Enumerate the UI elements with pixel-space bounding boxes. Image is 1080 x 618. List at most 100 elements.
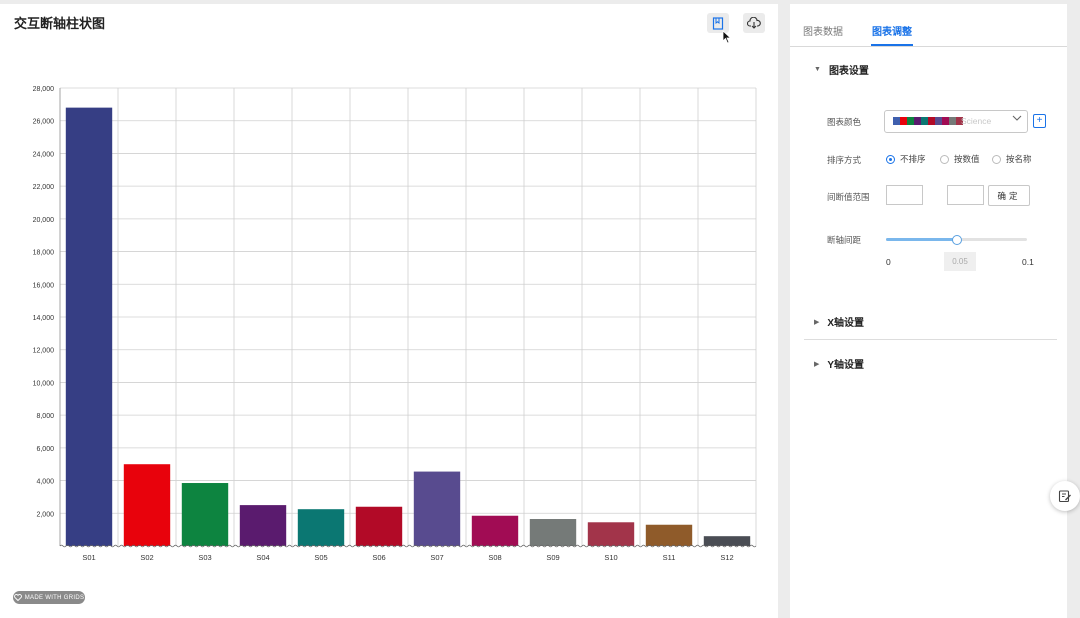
y-tick-label: 18,000 (33, 250, 55, 257)
bar-S02 (123, 464, 171, 546)
x-tick-label: S09 (546, 553, 559, 562)
x-tick-label: S11 (663, 553, 676, 562)
color-swatch (942, 117, 949, 125)
x-tick-label: S02 (140, 553, 153, 562)
x-tick-label: S03 (198, 553, 211, 562)
sort-label: 排序方式 (827, 155, 862, 165)
y-tick-label: 24,000 (33, 151, 55, 158)
color-swatch (914, 117, 921, 125)
y-tick-label: 16,000 (33, 282, 55, 289)
x-axis-break-line (59, 544, 757, 548)
sort-option-name-label: 按名称 (1006, 154, 1032, 164)
gap-slider-fill (886, 238, 957, 241)
bookmark-button[interactable] (707, 13, 729, 33)
x-tick-label: S08 (488, 553, 501, 562)
edit-note-button[interactable] (1050, 481, 1080, 511)
bar-S08 (471, 515, 519, 546)
color-label: 图表颜色 (827, 117, 862, 127)
sort-option-value-label: 按数值 (954, 154, 980, 164)
chevron-down-icon (1012, 114, 1022, 125)
gap-max: 0.1 (1022, 257, 1034, 267)
y-tick-label: 10,000 (33, 380, 55, 387)
gap-min: 0 (886, 257, 891, 267)
tab-chart-data[interactable]: 图表数据 (803, 27, 843, 38)
bar-S10 (587, 522, 635, 546)
add-color-scheme-button[interactable]: + (1033, 114, 1046, 128)
bar-S09 (529, 519, 577, 546)
settings-panel: 图表数据 图表调整 ▼ 图表设置 图表颜色 Science + 排序方式 不排序… (790, 4, 1067, 618)
y-tick-label: 20,000 (33, 217, 55, 224)
sort-option-none-label: 不排序 (900, 154, 926, 164)
gap-value-input[interactable]: 0.05 (944, 252, 976, 271)
color-scheme-select[interactable]: Science (884, 110, 1028, 133)
y-tick-label: 6,000 (36, 446, 54, 453)
bar-S03 (181, 483, 229, 546)
settings-tabs: 图表数据 图表调整 (790, 4, 1067, 47)
section-x-axis[interactable]: ▶ X轴设置 (814, 314, 864, 329)
x-tick-label: S07 (430, 553, 443, 562)
sort-option-none[interactable]: 不排序 (886, 153, 926, 165)
y-tick-label: 26,000 (33, 119, 55, 126)
color-swatch (900, 117, 907, 125)
x-tick-label: S05 (314, 553, 327, 562)
y-tick-label: 14,000 (33, 315, 55, 322)
color-swatch (907, 117, 914, 125)
bar-S12 (703, 536, 751, 546)
bar-S05 (297, 509, 345, 546)
section-x-axis-label: X轴设置 (827, 318, 865, 329)
color-swatch (928, 117, 935, 125)
color-swatch (956, 117, 963, 125)
caret-right-icon: ▶ (814, 318, 820, 326)
edit-note-icon (1058, 490, 1071, 503)
x-tick-label: S06 (372, 553, 385, 562)
radio-icon (940, 154, 949, 164)
download-button[interactable] (743, 13, 765, 33)
section-chart-settings[interactable]: ▼ 图表设置 (814, 62, 869, 77)
active-tab-indicator (871, 44, 913, 46)
section-y-axis[interactable]: ▶ Y轴设置 (814, 356, 864, 371)
break-range-label: 间断值范围 (827, 192, 870, 202)
break-range-min-input[interactable] (886, 185, 923, 205)
y-tick-label: 4,000 (36, 479, 54, 486)
color-swatch (893, 117, 900, 125)
break-range-confirm-button[interactable]: 确定 (988, 185, 1030, 206)
made-with-label: MADE WITH GRIDS (24, 594, 85, 601)
radio-checked-icon (886, 154, 895, 164)
caret-down-icon: ▼ (814, 66, 821, 73)
mouse-cursor-icon (722, 30, 732, 44)
bar-S04 (239, 505, 287, 546)
radio-icon (992, 154, 1001, 164)
y-tick-label: 12,000 (33, 348, 55, 355)
bar-S07 (413, 471, 461, 546)
bar-S11 (645, 524, 693, 546)
color-scheme-value: Science (961, 116, 992, 126)
color-swatch (935, 117, 942, 125)
y-tick-label: 8,000 (36, 413, 54, 420)
heart-icon (13, 594, 22, 601)
chart-title: 交互断轴柱状图 (14, 16, 106, 31)
bookmark-icon (712, 16, 724, 30)
section-y-axis-label: Y轴设置 (827, 360, 865, 371)
divider (804, 339, 1057, 340)
x-tick-label: S04 (256, 553, 269, 562)
break-range-max-input[interactable] (947, 185, 984, 205)
gap-label: 断轴间距 (827, 235, 862, 245)
cloud-download-icon (747, 17, 761, 29)
color-swatch (921, 117, 928, 125)
bar-S01 (65, 107, 113, 546)
section-chart-settings-label: 图表设置 (828, 66, 869, 77)
x-tick-label: S12 (720, 553, 733, 562)
y-tick-label: 2,000 (36, 511, 54, 518)
gap-slider-handle[interactable] (951, 235, 962, 245)
sort-option-name[interactable]: 按名称 (992, 153, 1032, 165)
x-tick-label: S01 (82, 553, 95, 562)
tab-chart-adjust[interactable]: 图表调整 (872, 27, 912, 38)
made-with-badge[interactable]: MADE WITH GRIDS (13, 591, 85, 604)
bar-chart: 2,000 4,000 6,000 8,000 10,000 12,000 14,000 16… (33, 86, 757, 562)
caret-right-icon: ▶ (814, 360, 820, 368)
y-tick-label: 28,000 (33, 86, 55, 93)
bar-S06 (355, 506, 403, 546)
sort-option-value[interactable]: 按数值 (940, 153, 980, 165)
y-tick-label: 22,000 (33, 184, 55, 191)
gap-slider[interactable] (886, 235, 1027, 245)
